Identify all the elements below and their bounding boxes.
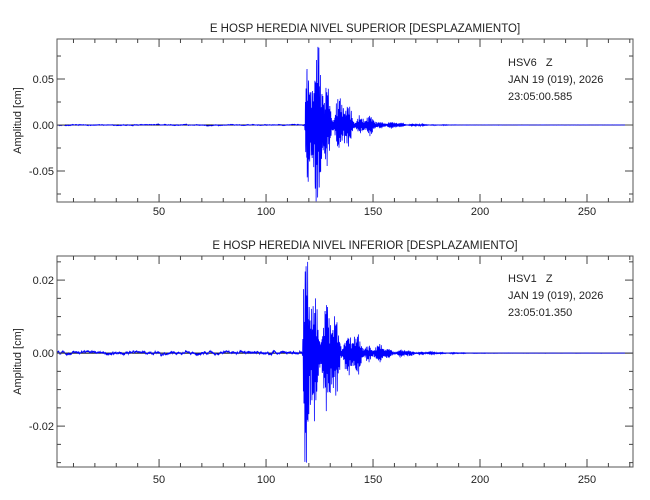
x-tick-label: 150 (364, 474, 382, 486)
x-tick-label: 250 (578, 206, 596, 218)
y-axis-label: Amplitud [cm] (12, 328, 24, 395)
x-tick-label: 200 (471, 206, 489, 218)
panel-inferior: E HOSP HEREDIA NIVEL INFERIOR [DESPLAZAM… (12, 240, 634, 486)
x-tick-label: 100 (257, 206, 275, 218)
y-axis-label: Amplitud [cm] (12, 87, 24, 154)
chart-title: E HOSP HEREDIA NIVEL SUPERIOR [DESPLAZAM… (210, 23, 520, 35)
chart-title: E HOSP HEREDIA NIVEL INFERIOR [DESPLAZAM… (212, 240, 517, 252)
y-tick-label: 0.00 (33, 348, 54, 360)
station-label: HSV1 Z (508, 273, 553, 285)
y-tick-label: -0.02 (29, 421, 54, 433)
panel-superior: E HOSP HEREDIA NIVEL SUPERIOR [DESPLAZAM… (12, 23, 634, 218)
y-tick-label: 0.00 (33, 120, 54, 132)
plot-frame (56, 38, 634, 203)
time-label: 23:05:00.585 (508, 91, 572, 103)
y-tick-label: 0.02 (33, 275, 54, 287)
date-label: JAN 19 (019), 2026 (508, 74, 603, 86)
waveform-series (56, 261, 633, 463)
date-label: JAN 19 (019), 2026 (508, 290, 603, 302)
x-tick-label: 50 (153, 206, 165, 218)
time-label: 23:05:01.350 (508, 307, 572, 319)
x-tick-label: 200 (471, 474, 489, 486)
x-tick-label: 50 (153, 474, 165, 486)
plot-frame (56, 255, 634, 468)
station-label: HSV6 Z (508, 57, 553, 69)
x-tick-label: 150 (364, 206, 382, 218)
y-tick-label: 0.05 (33, 74, 54, 86)
x-tick-label: 100 (257, 474, 275, 486)
y-tick-label: -0.05 (29, 166, 54, 178)
waveform-series (56, 46, 634, 202)
x-tick-label: 250 (578, 474, 596, 486)
